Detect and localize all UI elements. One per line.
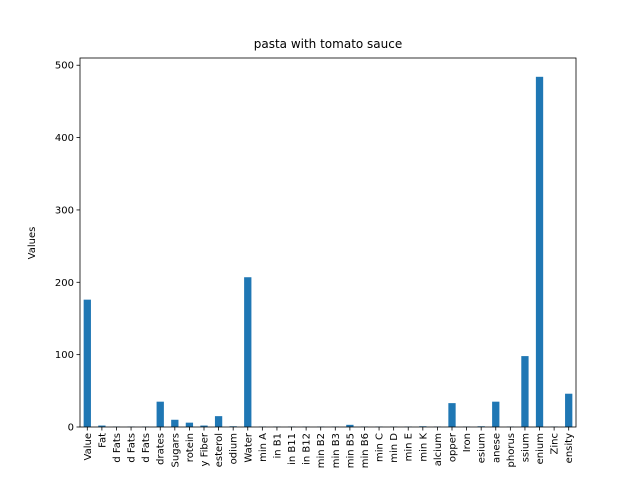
x-tick-label-1: Fat xyxy=(97,433,108,448)
bar-28 xyxy=(492,401,500,427)
y-tick-label-3: 300 xyxy=(55,205,74,216)
bar-25 xyxy=(448,403,456,427)
bar-0 xyxy=(83,299,91,427)
bar-7 xyxy=(185,422,194,427)
x-tick-label-3: d Fats xyxy=(127,433,138,463)
x-tick-label-11: Water xyxy=(243,432,254,462)
bars-group xyxy=(83,76,573,427)
bar-6 xyxy=(171,419,179,427)
x-tick-label-5: drates xyxy=(156,433,167,465)
x-tick-label-14: in B11 xyxy=(287,433,298,465)
chart-title: pasta with tomato sauce xyxy=(254,37,403,51)
y-tick-label-5: 500 xyxy=(55,61,74,72)
x-tick-label-9: esterol xyxy=(214,433,225,467)
bar-31 xyxy=(535,76,544,427)
x-tick-label-16: min B2 xyxy=(316,433,327,468)
x-tick-label-22: min E xyxy=(404,433,415,461)
x-tick-label-23: min K xyxy=(418,433,429,462)
x-tick-label-2: d Fats xyxy=(112,433,123,463)
y-tick-label-1: 100 xyxy=(55,350,74,361)
x-tick-label-18: min B5 xyxy=(345,433,356,468)
y-ticks-group: 0 100 200 300 400 500 xyxy=(55,61,80,434)
bar-30 xyxy=(521,356,529,427)
bar-18 xyxy=(346,424,354,427)
x-tick-label-24: alcium xyxy=(433,433,444,466)
x-tick-label-17: min B3 xyxy=(331,433,342,468)
x-tick-label-28: anese xyxy=(491,433,502,463)
bar-33 xyxy=(565,393,573,427)
plot-frame xyxy=(79,57,577,428)
x-tick-label-26: Iron xyxy=(462,433,473,452)
y-tick-label-0: 0 xyxy=(68,423,74,434)
x-tick-label-12: min A xyxy=(258,433,269,462)
x-tick-label-30: ssium xyxy=(520,433,531,462)
x-tick-label-25: opper xyxy=(448,432,459,462)
x-ticks-group: Value Fat d Fats d Fats d Fats drates Sugars ro… xyxy=(83,427,575,468)
bar-11 xyxy=(244,277,252,427)
x-tick-label-7: rotein xyxy=(185,433,196,462)
x-tick-label-20: min C xyxy=(375,433,386,462)
bar-1 xyxy=(98,425,106,427)
x-tick-label-0: Value xyxy=(83,433,94,460)
x-tick-label-27: esium xyxy=(477,433,488,463)
bar-5 xyxy=(156,401,164,427)
x-tick-label-13: in B1 xyxy=(272,433,283,459)
x-tick-label-4: d Fats xyxy=(141,433,152,463)
x-tick-label-32: Zinc xyxy=(550,433,561,454)
x-tick-label-29: phorus xyxy=(506,433,517,467)
y-tick-label-2: 200 xyxy=(55,278,74,289)
x-tick-label-6: Sugars xyxy=(170,433,181,467)
y-axis-label: Values xyxy=(27,227,38,260)
x-tick-label-15: in B12 xyxy=(302,433,313,465)
x-tick-label-8: y Fiber xyxy=(200,432,211,466)
x-tick-label-10: odium xyxy=(229,433,240,464)
x-tick-label-31: enium xyxy=(535,433,546,464)
y-tick-label-4: 400 xyxy=(55,133,74,144)
x-tick-label-21: min D xyxy=(389,433,400,463)
bar-9 xyxy=(214,416,223,427)
x-tick-label-19: min B6 xyxy=(360,433,371,468)
bar-8 xyxy=(200,425,208,427)
x-tick-label-33: ensity xyxy=(564,433,575,463)
